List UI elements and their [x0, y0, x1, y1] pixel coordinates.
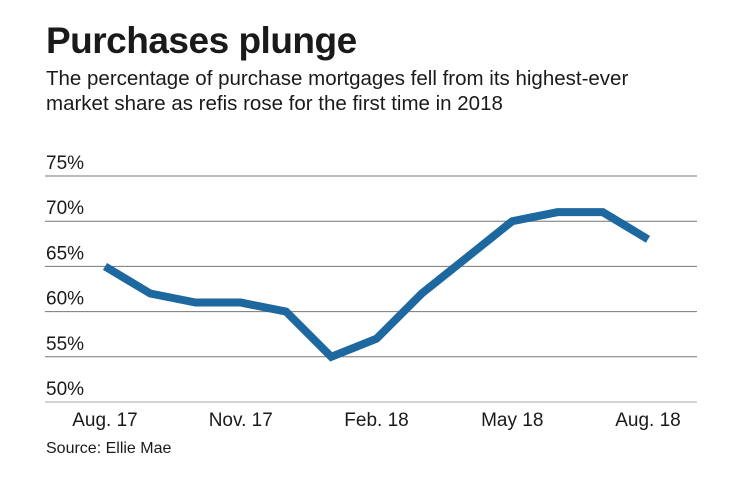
x-tick-label: Nov. 17 — [209, 410, 273, 431]
y-tick-label: 70% — [46, 198, 84, 219]
chart-title: Purchases plunge — [46, 20, 357, 61]
x-tick-label: May 18 — [481, 410, 543, 431]
y-tick-label: 65% — [46, 243, 84, 264]
chart-subtitle: The percentage of purchase mortgages fel… — [46, 67, 629, 115]
y-tick-label: 55% — [46, 334, 84, 355]
series-line — [102, 208, 651, 362]
x-tick-label: Aug. 18 — [615, 410, 681, 431]
source-note: Source: Ellie Mae — [46, 440, 172, 457]
y-tick-label: 75% — [46, 153, 84, 174]
x-tick-label: Aug. 17 — [72, 410, 138, 431]
y-tick-label: 50% — [46, 379, 84, 400]
y-tick-label: 60% — [46, 289, 84, 310]
x-tick-label: Feb. 18 — [344, 410, 408, 431]
